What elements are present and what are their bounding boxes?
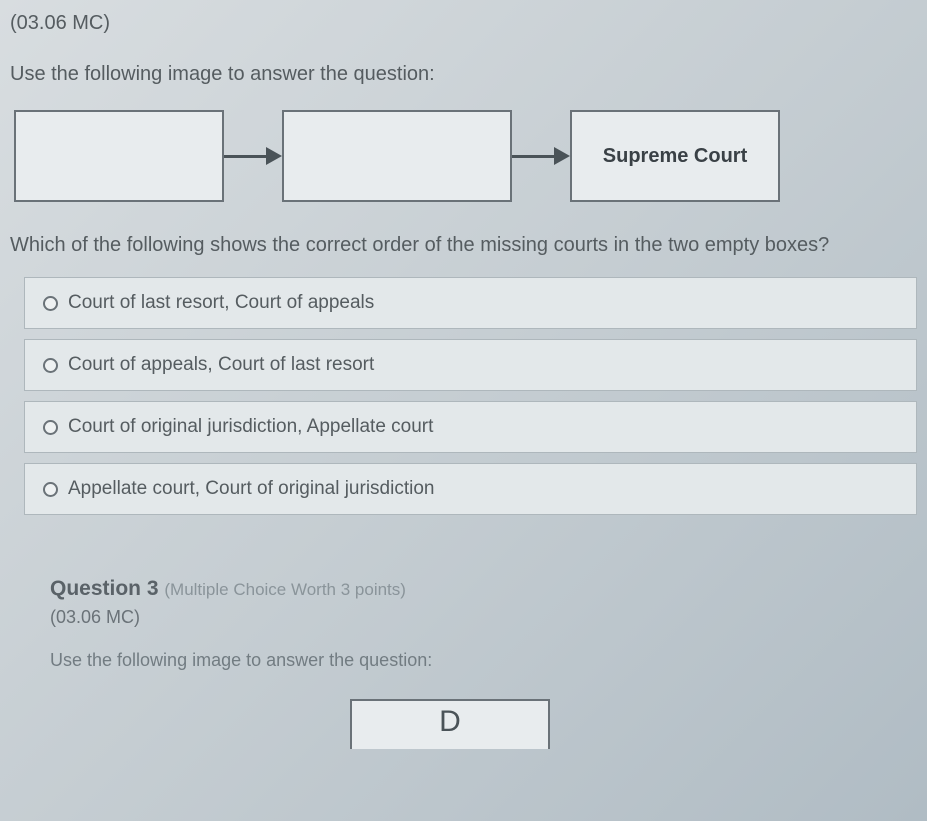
options-list: Court of last resort, Court of appeals C…: [10, 277, 917, 515]
option-d[interactable]: Appellate court, Court of original juris…: [24, 463, 917, 515]
next-question-block: Question 3 (Multiple Choice Worth 3 poin…: [10, 577, 917, 749]
flowchart-diagram: Supreme Court: [10, 110, 917, 202]
next-question-code: (03.06 MC): [50, 607, 917, 628]
option-a[interactable]: Court of last resort, Court of appeals: [24, 277, 917, 329]
next-question-meta: (Multiple Choice Worth 3 points): [164, 580, 406, 599]
next-question-number: Question 3: [50, 577, 159, 600]
flowchart-arrow-1: [224, 154, 282, 158]
option-c[interactable]: Court of original jurisdiction, Appellat…: [24, 401, 917, 453]
sub-question-text: Which of the following shows the correct…: [10, 232, 917, 259]
flowchart-arrow-2: [512, 154, 570, 158]
radio-icon: [43, 482, 58, 497]
option-label: Court of appeals, Court of last resort: [68, 354, 374, 376]
radio-icon: [43, 358, 58, 373]
option-b[interactable]: Court of appeals, Court of last resort: [24, 339, 917, 391]
partial-flowchart-box: D: [350, 699, 550, 749]
option-label: Court of original jurisdiction, Appellat…: [68, 416, 433, 438]
question-code: (03.06 MC): [10, 12, 917, 35]
flowchart-box-3: Supreme Court: [570, 110, 780, 202]
flowchart-box-2: [282, 110, 512, 202]
option-label: Court of last resort, Court of appeals: [68, 292, 374, 314]
flowchart-box-1: [14, 110, 224, 202]
radio-icon: [43, 420, 58, 435]
question-prompt: Use the following image to answer the qu…: [10, 63, 917, 86]
next-question-title: Question 3 (Multiple Choice Worth 3 poin…: [50, 577, 917, 601]
option-label: Appellate court, Court of original juris…: [68, 478, 434, 500]
next-question-prompt: Use the following image to answer the qu…: [50, 650, 917, 671]
radio-icon: [43, 296, 58, 311]
